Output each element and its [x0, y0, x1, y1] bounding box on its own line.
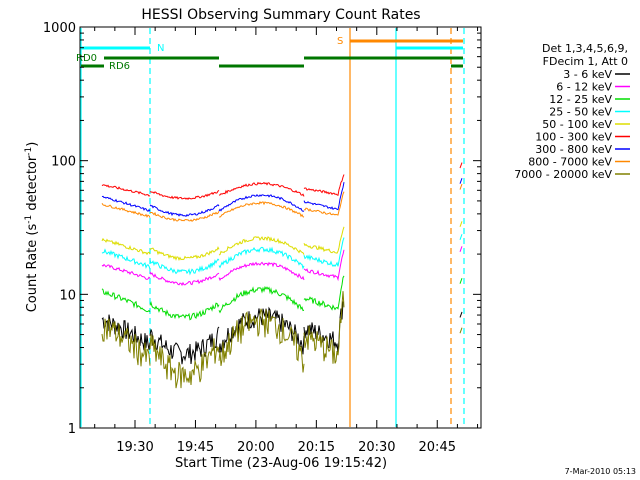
series-line	[101, 221, 463, 261]
y-tick-label: 100	[51, 155, 76, 170]
y-tick-label: 1000	[43, 21, 76, 36]
y-axis-label: Count Rate (s-1 detector-1)	[24, 142, 40, 313]
flag-rd6-label: RD6	[109, 61, 130, 72]
series-line	[101, 275, 463, 321]
legend-item-label: 12 - 25 keV	[549, 93, 612, 106]
x-tick-label: 20:00	[237, 440, 274, 455]
x-tick-label: 19:45	[177, 440, 214, 455]
legend-item-label: 100 - 300 keV	[535, 131, 612, 144]
legend-item-label: 300 - 800 keV	[535, 143, 612, 156]
legend-item-label: 6 - 12 keV	[556, 81, 612, 94]
x-tick-label: 20:30	[358, 440, 395, 455]
legend-header-2: FDecim 1, Att 0	[543, 55, 628, 68]
series-line	[101, 183, 463, 222]
legend-item-label: 25 - 50 keV	[549, 106, 612, 119]
legend-item-label: 800 - 7000 keV	[528, 156, 612, 169]
series-line	[101, 301, 463, 365]
x-axis: 19:30 19:45 20:00 20:15 20:30 20:45	[94, 27, 479, 455]
flag-rd0-label: RD0	[76, 53, 97, 64]
footer-date: 7-Mar-2010 05:13	[565, 467, 636, 476]
series-line	[101, 246, 463, 287]
series-line	[101, 291, 463, 389]
chart-title: HESSI Observing Summary Count Rates	[141, 7, 420, 23]
flag-n-label: N	[157, 43, 164, 54]
plot-frame	[79, 26, 482, 429]
flag-s-label: S	[337, 36, 343, 47]
series-line	[101, 162, 463, 200]
flag-bars: N S RD0 RD6	[76, 36, 463, 72]
x-tick-label: 19:30	[116, 440, 153, 455]
x-tick-label: 20:15	[298, 440, 335, 455]
y-axis: 1 10 100 1000	[43, 21, 481, 437]
y-tick-label: 10	[59, 288, 76, 303]
legend-item-label: 50 - 100 keV	[542, 118, 612, 131]
legend-item-label: 3 - 6 keV	[563, 68, 612, 81]
legend: Det 1,3,4,5,6,9, FDecim 1, Att 0 3 - 6 k…	[514, 42, 630, 181]
x-tick-label: 20:45	[419, 440, 456, 455]
series-line	[101, 234, 463, 276]
x-axis-label: Start Time (23-Aug-06 19:15:42)	[175, 456, 387, 471]
plot-area: N S RD0 RD6	[76, 26, 482, 429]
legend-header-1: Det 1,3,4,5,6,9,	[542, 42, 628, 55]
y-tick-label: 1	[68, 422, 76, 437]
series-line	[101, 178, 463, 217]
legend-item-label: 7000 - 20000 keV	[514, 168, 612, 181]
